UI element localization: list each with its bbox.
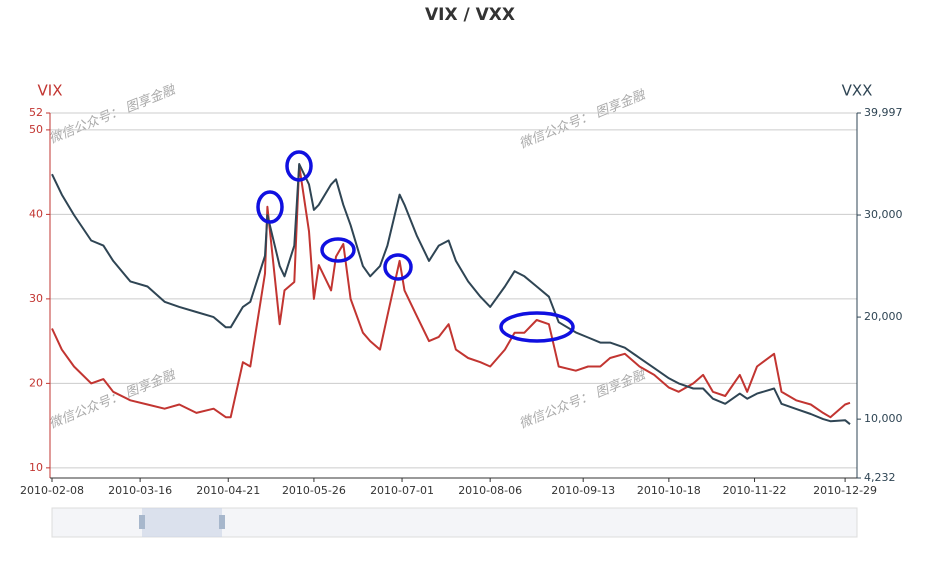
watermark: 微信公众号： 图享金融 [517,86,649,152]
y-tick-label: 50 [29,123,43,136]
data-zoom[interactable] [51,507,858,538]
y-tick-label: 10 [29,461,43,474]
y2-tick-label: 4,232 [864,471,896,484]
y2-tick-label: 20,000 [864,310,903,323]
y2-axis-label: VXX [842,82,873,100]
y-tick-label: 30 [29,292,43,305]
x-tick-label: 2010-08-06 [458,484,522,497]
y-axis-label: VIX [38,82,63,100]
x-tick-label: 2010-11-22 [723,484,787,497]
annotations [256,150,575,343]
highlight-circle [285,150,313,182]
zoom-window[interactable] [142,508,222,537]
y2-tick-label: 30,000 [864,208,903,221]
x-tick-label: 2010-02-08 [20,484,84,497]
x-tick-label: 2010-12-29 [813,484,877,497]
series-line [51,164,851,419]
x-tick-label: 2010-10-18 [637,484,701,497]
x-tick-label: 2010-03-16 [108,484,172,497]
series-line [51,163,851,425]
watermark: 微信公众号： 图享金融 [47,81,179,147]
y-tick-label: 40 [29,207,43,220]
x-tick-label: 2010-07-01 [370,484,434,497]
x-tick-label: 2010-04-21 [196,484,260,497]
y2-tick-label: 10,000 [864,412,903,425]
y2-tick-label: 39,997 [864,106,903,119]
highlight-circle [320,237,356,263]
x-tick-label: 2010-09-13 [551,484,615,497]
chart-title: VIX / VXX [425,5,515,25]
watermark: 微信公众号： 图享金融 [47,366,179,432]
highlight-circle [499,311,575,343]
plot-area: 10 20 30 40 50 52 4,232 10,000 20,000 30,000 39,99… [20,106,902,497]
zoom-handle[interactable] [139,515,145,529]
y-tick-label: 20 [29,376,43,389]
watermark: 微信公众号： 图享金融 [517,366,649,432]
x-tick-label: 2010-05-26 [282,484,346,497]
y-tick-label: 52 [29,106,43,119]
zoom-handle[interactable] [219,515,225,529]
highlight-circle [256,190,284,224]
highlight-circle [383,253,413,281]
